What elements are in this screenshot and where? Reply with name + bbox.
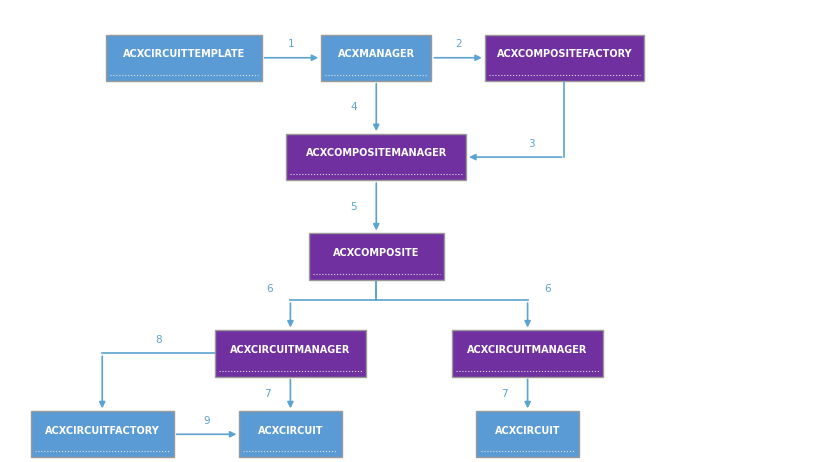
FancyBboxPatch shape: [239, 411, 342, 457]
Text: 8: 8: [155, 335, 162, 346]
FancyBboxPatch shape: [452, 330, 604, 377]
Text: 3: 3: [528, 139, 535, 149]
FancyBboxPatch shape: [106, 35, 262, 81]
Text: 1: 1: [288, 39, 294, 49]
Text: ACXCIRCUIT: ACXCIRCUIT: [258, 426, 323, 436]
FancyBboxPatch shape: [214, 330, 366, 377]
FancyBboxPatch shape: [31, 411, 173, 457]
Text: 7: 7: [501, 389, 508, 399]
Text: ACXCOMPOSITEMANAGER: ACXCOMPOSITEMANAGER: [306, 148, 447, 158]
FancyBboxPatch shape: [476, 411, 579, 457]
Text: ACXCIRCUITTEMPLATE: ACXCIRCUITTEMPLATE: [123, 49, 245, 59]
Text: 6: 6: [545, 284, 551, 294]
Text: ACXCIRCUITFACTORY: ACXCIRCUITFACTORY: [45, 426, 160, 436]
Text: 4: 4: [350, 103, 357, 112]
FancyBboxPatch shape: [286, 134, 466, 180]
Text: 7: 7: [264, 389, 271, 399]
Text: ACXMANAGER: ACXMANAGER: [338, 49, 415, 59]
Text: ACXCIRCUITMANAGER: ACXCIRCUITMANAGER: [467, 345, 588, 355]
Text: 2: 2: [455, 39, 461, 49]
FancyBboxPatch shape: [309, 233, 443, 280]
Text: 6: 6: [267, 284, 273, 294]
Text: ACXCOMPOSITE: ACXCOMPOSITE: [333, 248, 420, 258]
FancyBboxPatch shape: [484, 35, 644, 81]
Text: ACXCIRCUIT: ACXCIRCUIT: [495, 426, 560, 436]
Text: 9: 9: [203, 416, 210, 426]
Text: ACXCOMPOSITEFACTORY: ACXCOMPOSITEFACTORY: [497, 49, 632, 59]
Text: ACXCIRCUITMANAGER: ACXCIRCUITMANAGER: [230, 345, 351, 355]
Text: 5: 5: [350, 202, 357, 212]
FancyBboxPatch shape: [321, 35, 432, 81]
